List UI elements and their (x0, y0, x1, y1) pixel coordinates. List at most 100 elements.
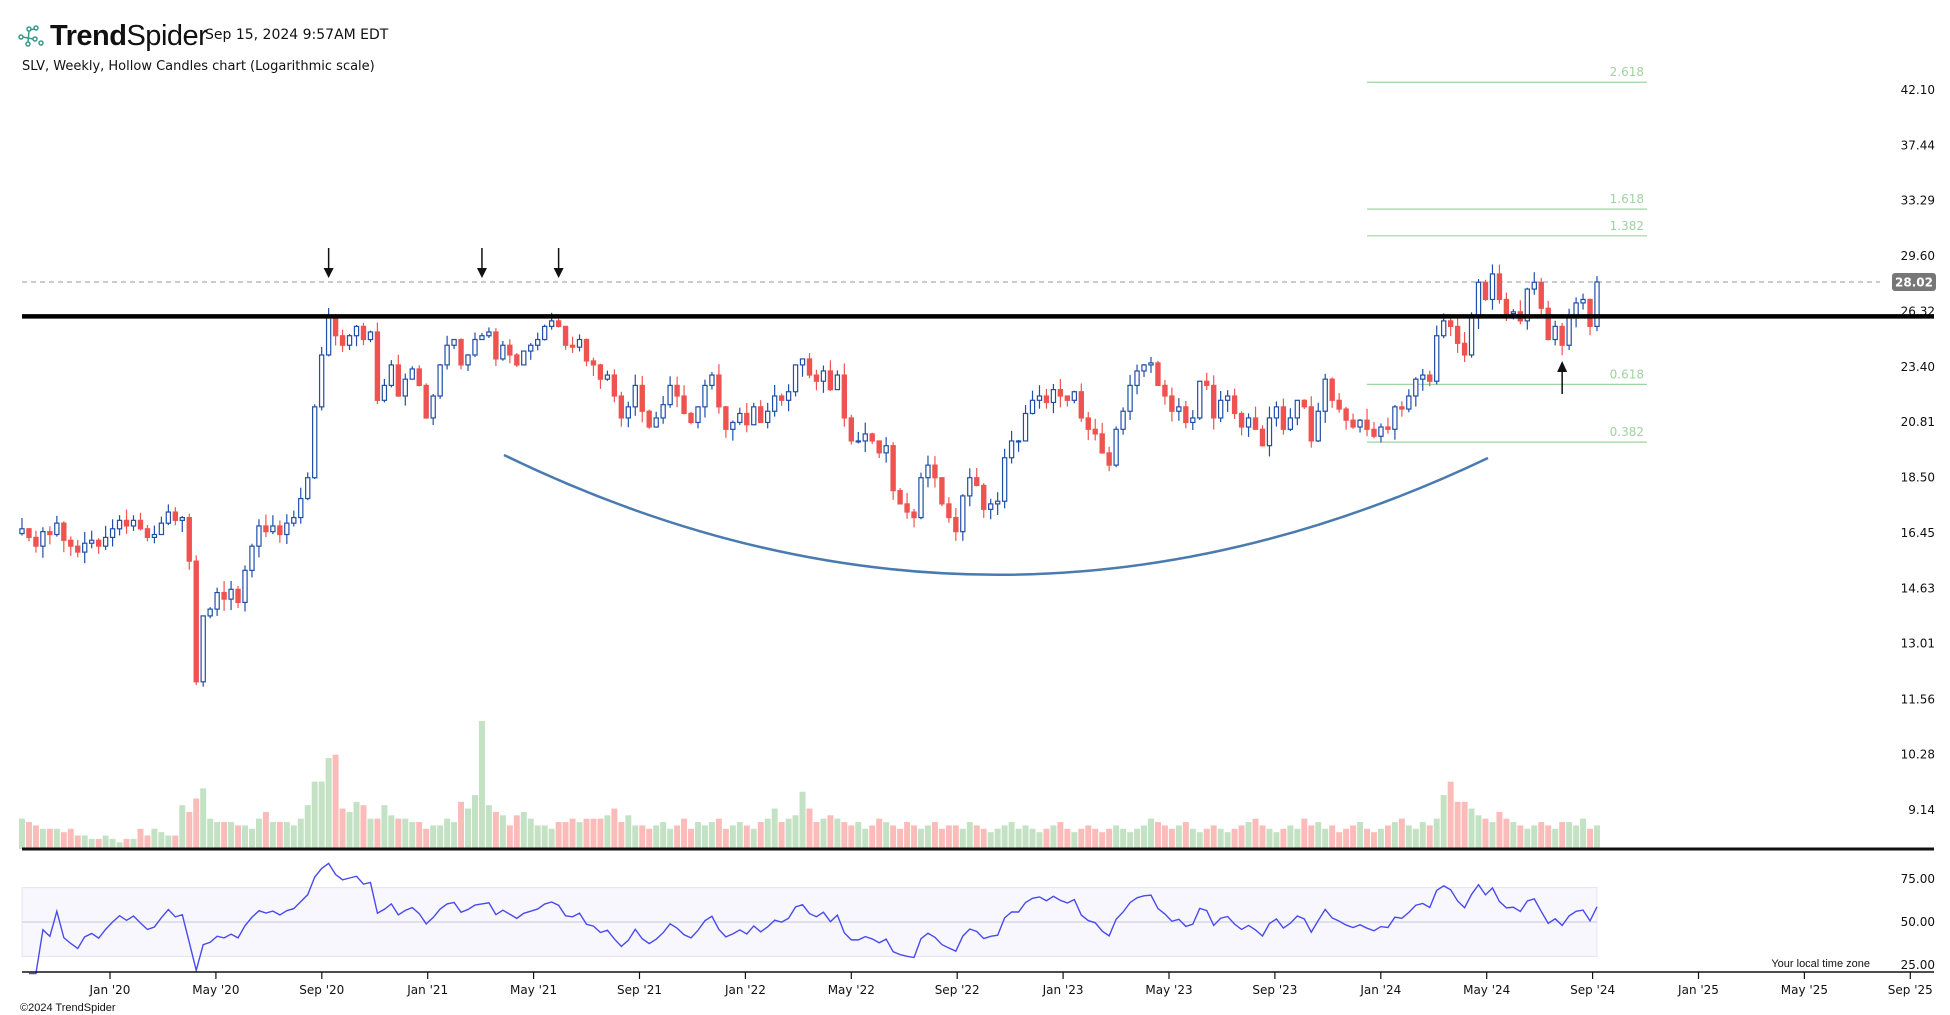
candle-down-filled (827, 370, 834, 391)
volume-bar (1252, 818, 1259, 849)
candle-down-filled (458, 338, 464, 366)
candle-up-hollow (988, 503, 994, 510)
candle-down-filled (33, 536, 39, 547)
volume-bar (862, 828, 869, 849)
candle-up-hollow (214, 591, 220, 610)
volume-bar (1085, 825, 1092, 849)
candle-down-filled (1043, 395, 1050, 404)
candle-down-filled (1078, 391, 1084, 419)
rsi-line (28, 862, 1598, 975)
brand-bold: Trend (50, 20, 127, 52)
candle-down-filled (953, 516, 959, 533)
candle-up-hollow (1015, 440, 1022, 443)
volume-bar (123, 838, 130, 849)
candle-up-hollow (1420, 374, 1426, 380)
time-axis-label: Jan '20 (89, 983, 131, 997)
trendspider-logo: TrendSpider (18, 20, 208, 53)
last-price-value: 28.02 (1895, 275, 1933, 289)
volume-bar (1210, 825, 1217, 849)
volume-bar (1134, 828, 1141, 849)
volume-bar (19, 818, 25, 849)
volume-bar (841, 822, 848, 849)
candle-up-hollow (625, 406, 631, 419)
volume-bar (778, 822, 785, 849)
volume-bar (39, 828, 46, 849)
candle-up-hollow (409, 368, 415, 380)
volume-bar (465, 808, 472, 849)
volume-bar (771, 808, 778, 849)
candle-up-hollow (834, 374, 841, 391)
volume-bar (1078, 828, 1085, 849)
volume-bar (959, 828, 966, 849)
volume-bar (583, 818, 590, 849)
volume-bar (46, 828, 53, 849)
candle-down-filled (1183, 406, 1189, 424)
candle-up-hollow (1392, 406, 1398, 430)
candle-up-hollow (1190, 417, 1196, 424)
candle-down-filled (897, 490, 903, 505)
volume-bar (1175, 825, 1182, 849)
volume-bar (1329, 825, 1336, 849)
time-axis-label: Sep '24 (1570, 983, 1615, 997)
price-axis-label: 11.56 (1901, 692, 1935, 706)
candle-up-hollow (353, 325, 360, 337)
volume-bar (1566, 822, 1573, 849)
candle-up-hollow (799, 358, 806, 366)
volume-bar (1419, 822, 1426, 849)
candle-up-hollow (548, 320, 555, 327)
rounding-bottom-curve (503, 453, 1489, 576)
volume-bar (1398, 818, 1405, 849)
candle-down-filled (848, 417, 855, 442)
candle-up-hollow (486, 331, 492, 337)
volume-bar (590, 818, 597, 849)
volume-bar (1203, 828, 1210, 849)
candle-down-filled (1231, 395, 1238, 415)
candle-up-hollow (604, 374, 611, 380)
candle-up-hollow (40, 531, 46, 547)
candle-down-filled (1343, 408, 1349, 421)
time-axis-label: May '20 (192, 983, 239, 997)
candle-up-hollow (1001, 457, 1008, 502)
volume-bar (597, 818, 604, 849)
volume-bar (1015, 828, 1022, 849)
volume-bar (667, 828, 674, 849)
volume-bar (53, 828, 60, 849)
candle-up-hollow (1322, 378, 1328, 412)
candle-up-hollow (1148, 362, 1154, 366)
candle-down-filled (1308, 406, 1314, 442)
candle-up-hollow (967, 477, 973, 497)
candle-down-filled (1385, 426, 1391, 430)
volume-bar (1412, 828, 1419, 849)
candle-down-filled (1336, 399, 1342, 410)
volume-bar (980, 828, 987, 849)
volume-bar (137, 828, 144, 849)
candle-up-hollow (1050, 389, 1057, 404)
volume-bar (444, 818, 451, 849)
candle-down-filled (26, 528, 32, 538)
candle-down-filled (1461, 342, 1468, 356)
candle-down-filled (423, 384, 429, 419)
candle-up-hollow (737, 412, 743, 424)
candle-up-hollow (1580, 298, 1586, 304)
volume-bar (346, 811, 353, 849)
volume-bar (409, 822, 416, 849)
candle-up-hollow (1266, 417, 1273, 447)
candle-down-filled (583, 338, 590, 362)
candle-down-filled (137, 519, 144, 530)
volume-bar (576, 822, 583, 849)
time-axis-label: May '21 (510, 983, 557, 997)
volume-bar (248, 828, 255, 849)
candle-down-filled (1329, 378, 1335, 401)
candle-up-hollow (1120, 410, 1126, 430)
volume-bar (715, 818, 722, 849)
candle-down-filled (75, 545, 81, 553)
candle-up-hollow (318, 354, 325, 408)
candle-down-filled (778, 395, 785, 401)
volume-bar (1301, 818, 1308, 849)
candle-up-hollow (325, 316, 332, 356)
volume-bar (1454, 801, 1461, 849)
candle-up-hollow (298, 497, 304, 519)
candle-down-filled (946, 503, 952, 519)
volume-bar (430, 825, 437, 849)
